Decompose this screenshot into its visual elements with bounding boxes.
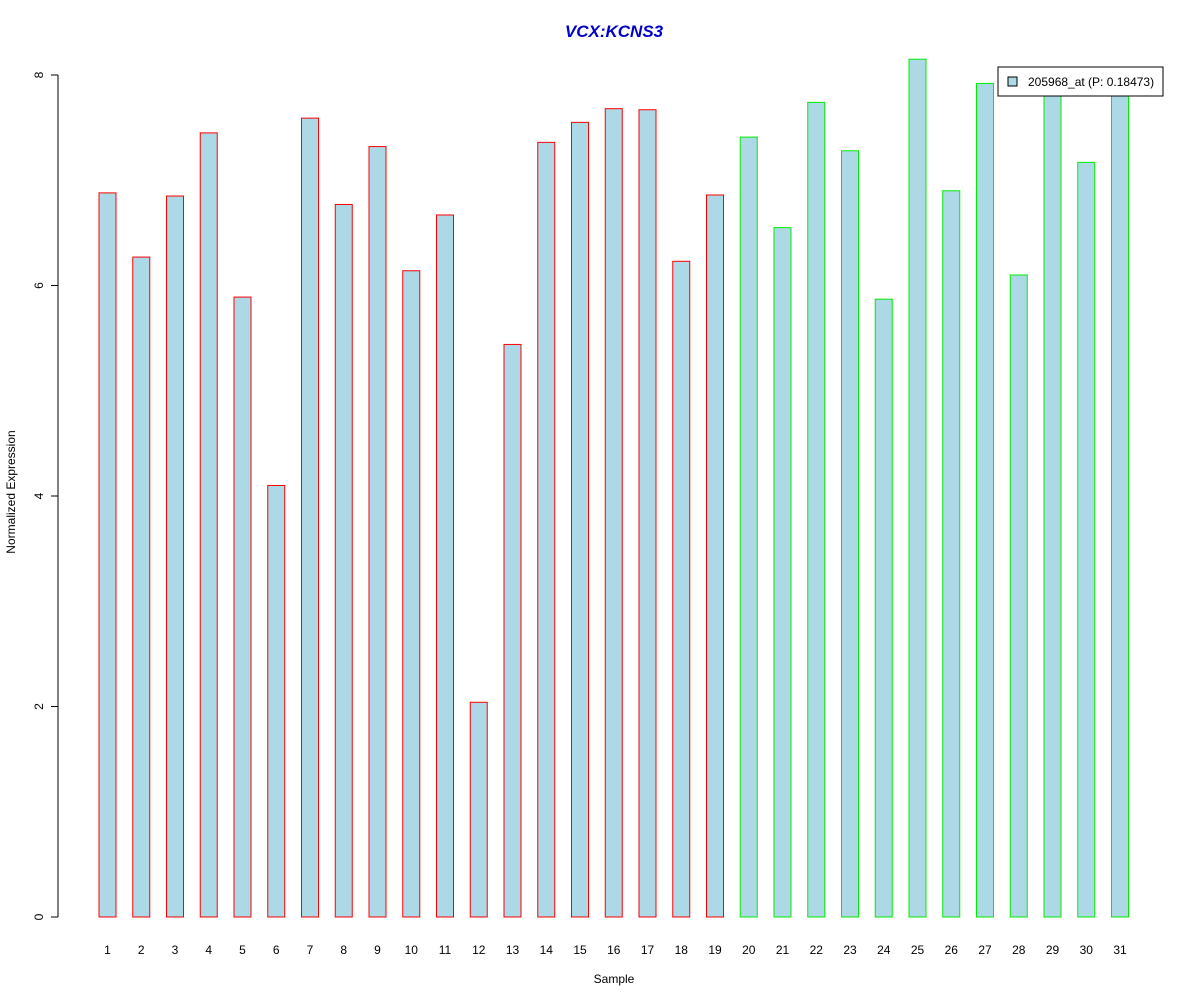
x-tick-label: 2 xyxy=(138,943,145,957)
bars xyxy=(98,58,1129,918)
bar-sample-24 xyxy=(874,298,893,918)
x-tick-label: 21 xyxy=(776,943,790,957)
bar-sample-20 xyxy=(739,136,758,918)
legend-swatch xyxy=(1007,76,1018,87)
bar-sample-21 xyxy=(773,227,792,918)
bar-sample-4 xyxy=(199,132,218,918)
x-tick-label: 26 xyxy=(945,943,959,957)
x-tick-label: 3 xyxy=(172,943,179,957)
x-tick-labels: 1 2 3 4 5 6 7 8 9 10 11 12 13 14 15 16 17 18 19 20 21 22 23 24 2… xyxy=(104,943,1127,957)
bar-sample-23 xyxy=(841,150,859,918)
x-tick-label: 23 xyxy=(843,943,857,957)
x-tick-label: 14 xyxy=(540,943,554,957)
x-tick-label: 10 xyxy=(405,943,419,957)
bar-sample-2 xyxy=(132,256,151,918)
x-tick-label: 31 xyxy=(1113,943,1127,957)
y-axis-label: Normalized Expression xyxy=(4,430,18,553)
x-tick-label: 16 xyxy=(607,943,621,957)
bar-sample-16 xyxy=(604,108,623,918)
x-tick-label: 19 xyxy=(708,943,722,957)
x-tick-label: 9 xyxy=(374,943,381,957)
bar-sample-25 xyxy=(908,58,927,918)
bar-sample-18 xyxy=(672,260,691,918)
bar-sample-11 xyxy=(436,214,454,918)
bar-sample-15 xyxy=(571,121,589,918)
x-tick-label: 7 xyxy=(307,943,314,957)
bar-sample-31 xyxy=(1111,91,1129,918)
x-tick-label: 29 xyxy=(1046,943,1060,957)
x-tick-label: 5 xyxy=(239,943,246,957)
x-tick-label: 4 xyxy=(205,943,212,957)
bar-sample-29 xyxy=(1043,89,1062,918)
bar-sample-17 xyxy=(638,109,657,918)
x-tick-label: 8 xyxy=(340,943,347,957)
y-axis: 0 2 4 6 8 xyxy=(32,71,59,920)
x-tick-label: 12 xyxy=(472,943,486,957)
x-tick-label: 11 xyxy=(439,943,452,957)
x-tick-label: 13 xyxy=(506,943,520,957)
y-tick-label: 2 xyxy=(32,703,46,710)
bar-sample-8 xyxy=(334,203,353,918)
bar-sample-12 xyxy=(469,701,488,918)
bar-sample-30 xyxy=(1077,161,1096,918)
bar-sample-3 xyxy=(166,195,184,918)
x-tick-label: 1 xyxy=(104,943,111,957)
x-tick-label: 27 xyxy=(978,943,992,957)
chart-title: VCX:KCNS3 xyxy=(565,22,664,41)
bar-sample-1 xyxy=(98,192,117,918)
x-tick-label: 17 xyxy=(641,943,655,957)
y-tick-label: 4 xyxy=(32,492,46,499)
bar-sample-27 xyxy=(976,82,994,918)
y-tick-label: 8 xyxy=(32,71,46,78)
x-axis-label: Sample xyxy=(594,972,635,986)
bar-sample-5 xyxy=(233,296,252,918)
legend-box xyxy=(997,66,1164,97)
bar-sample-10 xyxy=(402,270,421,918)
bar-sample-22 xyxy=(807,101,826,918)
y-tick-label: 0 xyxy=(32,913,46,920)
bar-sample-7 xyxy=(301,117,319,918)
x-tick-label: 20 xyxy=(742,943,756,957)
bar-sample-14 xyxy=(537,141,556,918)
x-tick-label: 25 xyxy=(911,943,925,957)
legend: 205968_at (P: 0.18473) xyxy=(997,66,1164,97)
x-tick-label: 18 xyxy=(675,943,689,957)
x-tick-label: 30 xyxy=(1080,943,1094,957)
bar-sample-9 xyxy=(368,146,387,918)
x-tick-label: 15 xyxy=(573,943,587,957)
bar-sample-19 xyxy=(706,194,724,918)
bar-sample-28 xyxy=(1009,274,1028,918)
x-tick-label: 24 xyxy=(877,943,891,957)
bar-sample-26 xyxy=(942,190,961,918)
bar-sample-6 xyxy=(267,484,286,918)
y-tick-label: 6 xyxy=(32,282,46,289)
x-tick-label: 22 xyxy=(810,943,824,957)
bar-sample-13 xyxy=(503,343,522,918)
legend-label: 205968_at (P: 0.18473) xyxy=(1028,75,1154,89)
x-tick-label: 6 xyxy=(273,943,280,957)
x-tick-label: 28 xyxy=(1012,943,1026,957)
